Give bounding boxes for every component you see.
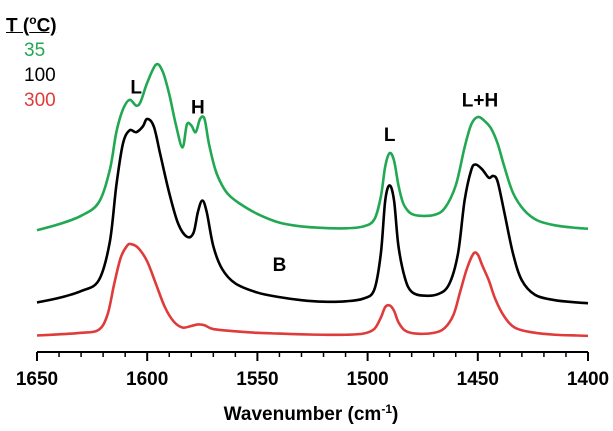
- x-tick-label: 1600: [126, 369, 168, 390]
- x-tick-label: 1550: [236, 369, 278, 390]
- legend-item-300: 300: [24, 90, 56, 112]
- series-layer: [36, 62, 589, 338]
- annotation-2: B: [273, 255, 287, 276]
- x-axis-label-sup: -1: [381, 402, 392, 416]
- series-line-300: [36, 242, 589, 338]
- legend-title-sup: o: [29, 13, 37, 27]
- annotations: L H B L L+H: [130, 78, 498, 277]
- legend-title: T (oC): [6, 8, 57, 38]
- x-tick-label: 1650: [16, 369, 58, 390]
- annotation-1: H: [191, 98, 205, 119]
- legend-item-35: 35: [24, 40, 46, 62]
- legend-title-prefix: T (: [6, 15, 30, 37]
- series-line-100: [36, 117, 589, 305]
- x-axis-label-main: Wavenumber (cm: [224, 404, 382, 425]
- x-ticks: 1650 1600 1550 1500 1450 1400: [16, 352, 609, 390]
- legend-item-100: 100: [24, 65, 56, 87]
- x-tick-label: 1400: [567, 369, 609, 390]
- annotation-3: L: [384, 125, 396, 146]
- x-tick-label: 1500: [346, 369, 388, 390]
- legend-title-suffix: C): [36, 15, 57, 37]
- series-line-35: [36, 62, 589, 232]
- annotation-0: L: [130, 78, 142, 99]
- x-axis-label: Wavenumber (cm-1): [224, 402, 399, 425]
- annotation-4: L+H: [462, 90, 498, 111]
- x-tick-label: 1450: [457, 369, 499, 390]
- legend: T (oC) 35 100 300: [6, 8, 57, 113]
- x-axis-label-end: ): [392, 404, 398, 425]
